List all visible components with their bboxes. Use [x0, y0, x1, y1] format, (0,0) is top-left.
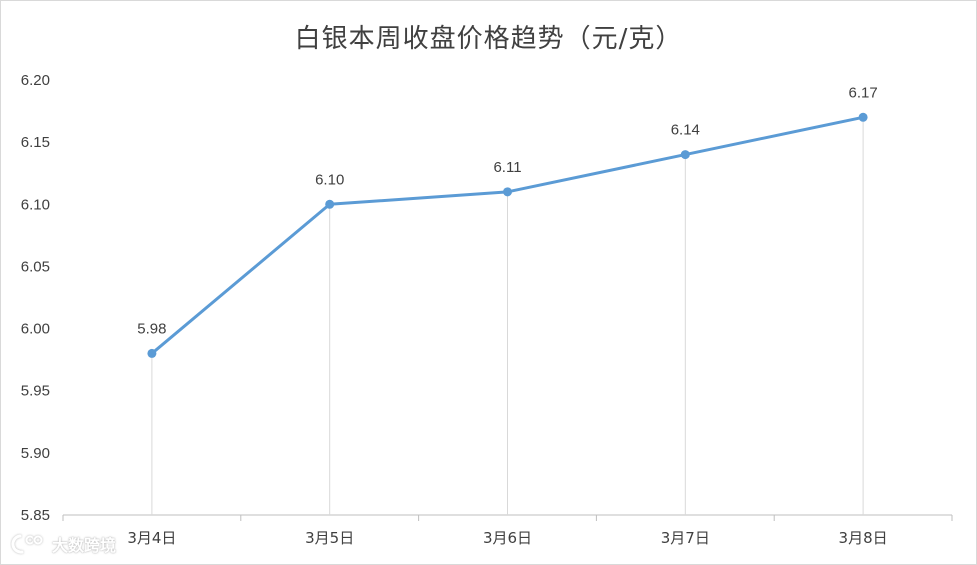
data-label: 5.98 [137, 320, 166, 337]
watermark-logo-icon [11, 534, 43, 554]
data-point [325, 199, 335, 209]
y-tick-label: 6.00 [21, 321, 50, 338]
y-tick-label: 5.90 [21, 445, 50, 462]
x-category-label: 3月8日 [839, 529, 888, 547]
chart-title: 白银本周收盘价格趋势（元/克） [294, 24, 683, 54]
data-label: 6.17 [848, 84, 877, 101]
watermark-text: 大数跨境 [52, 536, 117, 555]
x-category-label: 3月6日 [483, 529, 532, 547]
data-point [503, 187, 512, 197]
data-point [858, 112, 868, 122]
data-label: 6.11 [493, 159, 521, 176]
data-label: 6.10 [315, 171, 344, 188]
y-tick-label: 5.85 [21, 507, 50, 524]
x-category-label: 3月7日 [661, 529, 710, 547]
y-tick-label: 6.20 [21, 72, 50, 89]
data-point [147, 348, 157, 358]
x-category-label: 3月5日 [305, 529, 354, 547]
y-tick-label: 6.05 [21, 258, 50, 275]
y-tick-label: 5.95 [21, 383, 50, 400]
data-point [680, 150, 690, 160]
watermark: 大数跨境 [10, 532, 116, 556]
y-tick-label: 6.10 [21, 196, 50, 213]
x-category-label: 3月4日 [127, 529, 176, 547]
data-label: 6.14 [671, 122, 700, 139]
y-tick-label: 6.15 [21, 134, 50, 151]
